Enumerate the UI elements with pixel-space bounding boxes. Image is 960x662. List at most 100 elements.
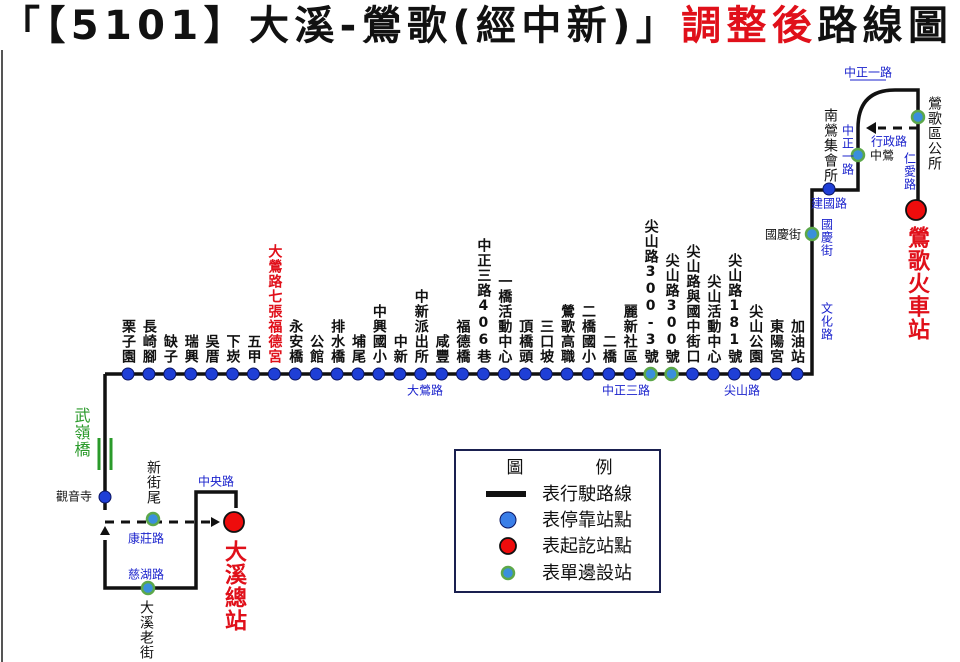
stop-dot bbox=[748, 367, 762, 381]
stop-dot bbox=[790, 367, 804, 381]
arrow bbox=[866, 122, 876, 134]
route-line bbox=[105, 88, 920, 376]
legend-single bbox=[500, 565, 516, 581]
stop-dot bbox=[822, 182, 836, 196]
stop-dot bbox=[581, 367, 595, 381]
stop-label: 中正三路406巷 bbox=[475, 237, 492, 364]
stop-label: 尖山路181號 bbox=[726, 252, 742, 364]
terminal-dot bbox=[905, 199, 927, 221]
stop-label: 下崁 bbox=[225, 334, 241, 364]
single-stop-dot bbox=[140, 580, 156, 596]
stop-label: 中興國小 bbox=[371, 303, 387, 364]
stop-label: 公館 bbox=[308, 334, 325, 364]
stop-label: 大鶯路七張福德宮 bbox=[266, 243, 283, 364]
stop-dot bbox=[142, 367, 156, 381]
stop-label: 鶯歌區公所 bbox=[926, 96, 942, 171]
stop-label: 鶯歌高職 bbox=[559, 303, 575, 364]
stop-dot bbox=[351, 367, 365, 381]
road-label: 中正一路 bbox=[841, 123, 855, 176]
single-stop-dot bbox=[643, 366, 658, 382]
terminal-label: 鶯歌火車站 bbox=[904, 225, 930, 341]
road-label: 慈湖路 bbox=[128, 567, 164, 582]
stop-label: 中鶯 bbox=[870, 148, 894, 163]
road-label: 大鶯路 bbox=[407, 383, 443, 398]
stop-label: 三口坡 bbox=[538, 319, 554, 364]
title: 「【5101】大溪-鶯歌(經中新)」 調整後 路線圖 bbox=[0, 3, 948, 49]
stop-dot bbox=[267, 367, 281, 381]
road-label: 仁愛路 bbox=[903, 152, 917, 191]
stop-dot bbox=[414, 367, 428, 381]
terminal-label: 大溪總站 bbox=[221, 540, 247, 632]
stop-label: 頂橋頭 bbox=[517, 319, 533, 364]
stop-label: 麗新社區 bbox=[622, 303, 639, 364]
bridge-label: 武嶺橋 bbox=[72, 407, 91, 458]
title-highlight: 調整後 bbox=[681, 3, 813, 49]
stop-label: 一橋活動中心 bbox=[496, 274, 512, 364]
road-label: 康莊路 bbox=[128, 531, 164, 546]
stop-dot bbox=[518, 367, 532, 381]
stop-label: 吳厝 bbox=[204, 334, 220, 364]
legend-stop bbox=[499, 511, 517, 529]
stop-dot bbox=[163, 367, 177, 381]
stop-label: 長崎腳 bbox=[141, 319, 157, 364]
stop-label: 國慶街 bbox=[765, 228, 801, 242]
arrow bbox=[211, 517, 220, 527]
stop-dot bbox=[121, 367, 135, 381]
stop-label: 瑞興 bbox=[183, 333, 199, 364]
stop-label: 埔尾 bbox=[350, 333, 366, 364]
road-label: 文化路 bbox=[820, 301, 834, 341]
stop-dot bbox=[685, 367, 699, 381]
stop-label: 五甲 bbox=[245, 334, 261, 364]
legend-item: 表單邊設站 bbox=[542, 563, 632, 584]
single-stop-dot bbox=[850, 147, 866, 163]
stop-label: 尖山路300-3號 bbox=[643, 218, 659, 364]
stop-label: 永安橋 bbox=[287, 318, 304, 364]
route-line bbox=[103, 490, 238, 590]
stop-label: 尖山公園 bbox=[747, 303, 763, 364]
stop-dot bbox=[309, 367, 323, 381]
legend-terminal bbox=[499, 537, 517, 555]
single-stop-dot bbox=[145, 511, 161, 527]
stop-label: 南鶯集會所 bbox=[822, 108, 838, 183]
stop-dot bbox=[246, 367, 260, 381]
stop-dot bbox=[769, 367, 783, 381]
stop-dot bbox=[476, 367, 490, 381]
title-part: 「【5101】大溪-鶯歌(經中新)」 bbox=[0, 3, 676, 49]
stop-label: 中新 bbox=[392, 333, 408, 364]
arrow bbox=[100, 526, 110, 535]
terminal-dot bbox=[223, 511, 245, 533]
stop-label: 尖山路與國中街口 bbox=[684, 243, 701, 364]
stop-dot bbox=[330, 367, 344, 381]
stop-dot bbox=[288, 367, 302, 381]
stop-label: 缺子 bbox=[162, 333, 178, 364]
stop-label: 福德橋 bbox=[455, 318, 472, 364]
road-label: 中正三路 bbox=[602, 383, 650, 398]
stop-label: 栗子園 bbox=[120, 319, 136, 364]
stop-dot bbox=[226, 367, 240, 381]
stop-label: 咸豐 bbox=[434, 333, 450, 364]
stop-dot bbox=[602, 367, 616, 381]
legend-item: 表停靠站點 bbox=[542, 510, 632, 531]
road-label: 國慶街 bbox=[820, 218, 834, 257]
stop-label: 加油站 bbox=[789, 319, 806, 364]
stop-label: 觀音寺 bbox=[56, 489, 92, 504]
single-stop-dot bbox=[664, 366, 679, 382]
stop-dot bbox=[560, 367, 574, 381]
legend-title: 例 bbox=[596, 458, 613, 478]
stop-label: 二橋國小 bbox=[580, 304, 596, 364]
stop-label: 尖山活動中心 bbox=[705, 273, 721, 364]
stop-dot bbox=[706, 367, 720, 381]
stop-dot bbox=[727, 367, 741, 381]
stop-dot bbox=[98, 490, 112, 504]
road-label: 建國路 bbox=[811, 196, 847, 211]
road-label: 中央路 bbox=[198, 474, 234, 489]
stop-dot bbox=[205, 367, 219, 381]
legend-item: 表行駛路線 bbox=[542, 484, 632, 505]
stop-label: 大溪老街 bbox=[138, 600, 154, 660]
road-label: 行政路 bbox=[871, 134, 907, 149]
stop-dot bbox=[184, 367, 198, 381]
legend-title: 圖 bbox=[507, 458, 524, 478]
stop-dot bbox=[623, 367, 637, 381]
title-part: 路線圖 bbox=[817, 3, 948, 49]
